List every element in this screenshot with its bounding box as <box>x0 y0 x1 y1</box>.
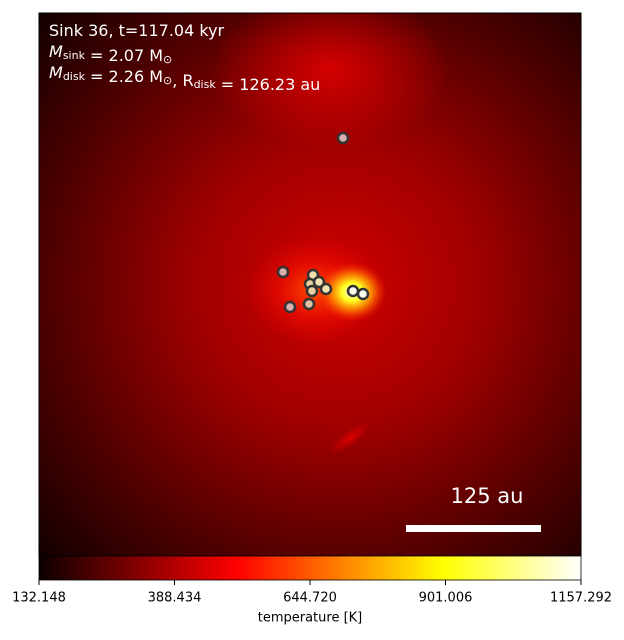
subscript: disk <box>194 78 217 91</box>
subscript: ⊙ <box>163 53 172 66</box>
temperature-map <box>39 13 581 556</box>
subscript: ⊙ <box>163 74 172 87</box>
annotation-text: = 126.23 au <box>216 75 321 94</box>
annotation-text: , R <box>172 71 193 90</box>
annotation-text: M <box>49 63 63 82</box>
annotation-text: = 2.07 M <box>85 46 163 65</box>
annotation: Mdisk = 2.26 M⊙, Rdisk = 126.23 au <box>49 63 320 94</box>
sink-particle <box>356 287 370 301</box>
sink-particles <box>276 131 370 314</box>
sink-particle <box>302 297 316 311</box>
annotation-text: = 2.26 M <box>85 67 163 86</box>
sink-particle <box>346 284 360 298</box>
subscript: sink <box>63 49 86 62</box>
colorbar-tick-label: 388.434 <box>148 591 202 606</box>
annotation: Msink = 2.07 M⊙ <box>49 42 172 67</box>
sink-particle <box>305 284 319 298</box>
sink-particle <box>319 282 333 296</box>
colorbar-tick-label: 132.148 <box>12 591 66 606</box>
colorbar <box>38 555 582 581</box>
sink-particle <box>283 300 297 314</box>
sink-particle <box>312 275 326 289</box>
scale-bar-label: 125 au <box>451 484 524 508</box>
sink-particle <box>276 265 290 279</box>
colorbar-label: temperature [K] <box>258 611 363 626</box>
colorbar-tick-label: 1157.292 <box>550 591 612 606</box>
colorbar-tick-label: 901.006 <box>419 591 473 606</box>
scale-bar <box>406 525 541 532</box>
annotation-text: M <box>49 42 63 61</box>
colorbar-tick-label: 644.720 <box>283 591 337 606</box>
subscript: disk <box>63 70 86 83</box>
annotation-text: Sink 36, t=117.04 kyr <box>49 21 225 40</box>
sink-particle <box>336 131 350 145</box>
annotation: Sink 36, t=117.04 kyr <box>49 21 225 40</box>
